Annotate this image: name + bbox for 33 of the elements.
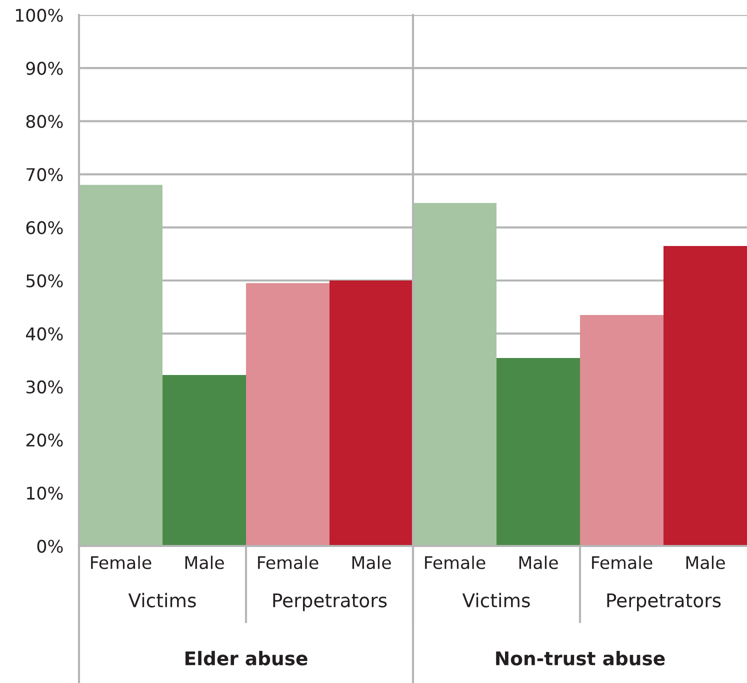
- x-tick-label: Female: [425, 556, 486, 570]
- text: Victims: [128, 592, 196, 608]
- bar: [162, 375, 246, 546]
- y-tick-label: 60%: [26, 221, 63, 234]
- y-tick-label: 50%: [26, 274, 63, 288]
- bar: [413, 202, 496, 546]
- bar: [79, 184, 162, 546]
- text: Perpetrators: [273, 594, 387, 612]
- bar: [664, 246, 747, 546]
- y-tick-label: 30%: [26, 380, 63, 394]
- bar: [246, 283, 330, 546]
- x-tick-label: Female: [258, 556, 318, 570]
- bar: [330, 280, 413, 546]
- text: Perpetrators: [607, 594, 721, 612]
- y-tick-label: 0%: [37, 540, 63, 553]
- y-tick-label: 80%: [26, 114, 63, 128]
- x-tick-label: Female: [91, 556, 152, 570]
- y-tick-label: 10%: [27, 486, 63, 500]
- x-tick-label: Male: [352, 556, 391, 570]
- text: Non-trust abuse: [496, 650, 665, 666]
- x-tick-label: Female: [592, 556, 652, 570]
- y-tick-label: 40%: [26, 327, 63, 340]
- x-tick-label: Male: [185, 556, 224, 570]
- bar: [496, 358, 580, 546]
- y-tick-label: 70%: [26, 168, 63, 182]
- y-tick-label: 20%: [26, 434, 63, 447]
- y-tick-label: 90%: [26, 62, 63, 75]
- bar: [580, 315, 664, 546]
- text: Victims: [462, 592, 530, 608]
- text: Elder abuse: [186, 650, 308, 666]
- x-tick-label: Male: [686, 556, 725, 570]
- y-tick-label: 100%: [16, 8, 63, 22]
- x-tick-label: Male: [519, 556, 558, 570]
